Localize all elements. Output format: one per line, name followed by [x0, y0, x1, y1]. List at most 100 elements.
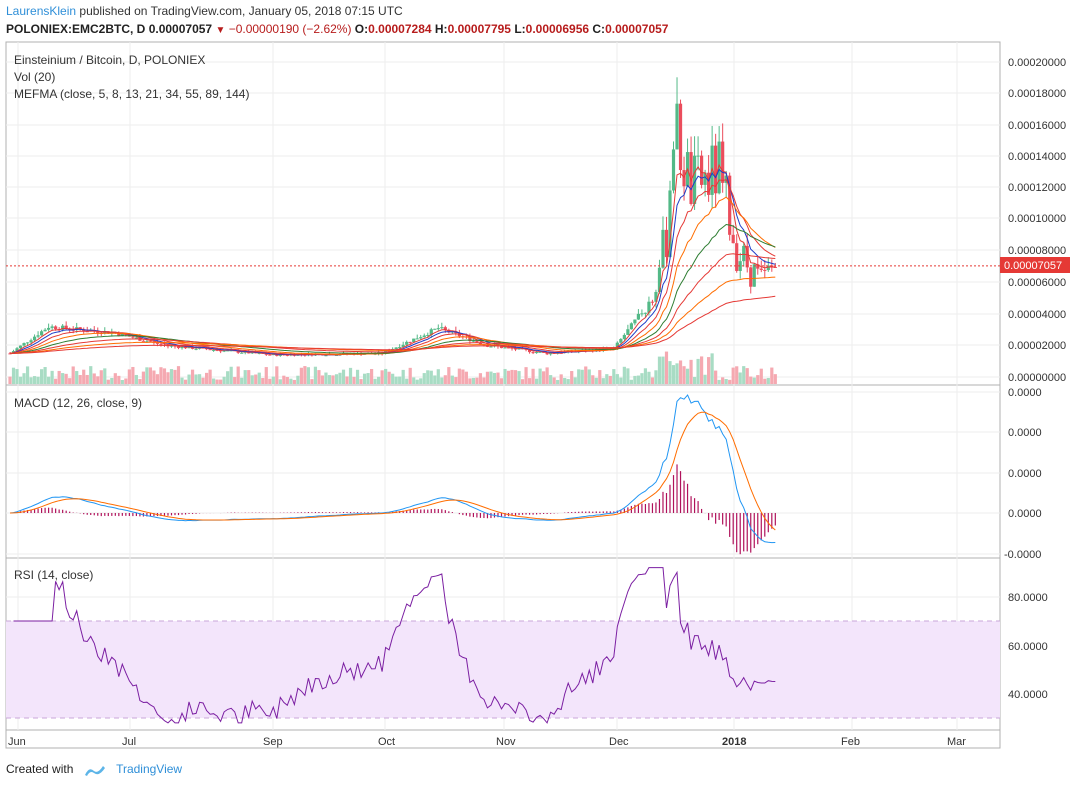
- volume-bar: [728, 379, 732, 384]
- candle-body: [489, 346, 493, 348]
- candle-body: [534, 352, 539, 354]
- volume-bar: [640, 373, 644, 384]
- volume-bar: [106, 379, 110, 384]
- volume-bar: [166, 372, 170, 384]
- candle-body: [426, 334, 430, 336]
- volume-bar: [71, 366, 75, 384]
- high-label: H:: [434, 22, 448, 36]
- price-tick: 0.00000000: [1008, 372, 1066, 384]
- created-with-text: Created with: [6, 762, 74, 776]
- rsi-tick: 60.0000: [1008, 641, 1048, 653]
- volume-bar: [689, 359, 693, 384]
- candle-body: [742, 245, 746, 262]
- volume-bar: [254, 374, 258, 384]
- volume-bar: [714, 370, 718, 384]
- ma-line: [9, 163, 776, 356]
- candle-body: [85, 331, 89, 333]
- volume-bar: [668, 361, 672, 384]
- volume-bar: [503, 368, 507, 384]
- candle-body: [271, 354, 275, 356]
- volume-bar: [61, 373, 65, 384]
- volume-bar: [405, 378, 409, 384]
- volume-bar: [8, 376, 12, 384]
- candle-body: [542, 351, 546, 353]
- candle-body: [531, 352, 535, 354]
- volume-bar: [54, 378, 58, 384]
- candle-body: [664, 229, 669, 258]
- rsi-band: [6, 620, 1000, 719]
- rsi-band-fill: [6, 621, 1000, 718]
- ma-line: [9, 253, 776, 354]
- volume-bar: [699, 356, 704, 384]
- volume-bar: [478, 373, 483, 384]
- volume-bar: [426, 370, 430, 384]
- volume-bar: [419, 378, 423, 384]
- volume-bar: [643, 368, 648, 384]
- candle-body: [169, 345, 174, 347]
- macd-tick: 0.0000: [1008, 468, 1042, 480]
- volume-bar: [64, 373, 68, 384]
- volume-bar: [257, 372, 261, 384]
- volume-bar: [15, 369, 19, 384]
- volume-bar: [749, 376, 753, 384]
- volume-bar: [492, 372, 497, 384]
- volume-bar: [306, 367, 311, 384]
- volume-bar: [18, 376, 23, 384]
- volume-bar: [542, 371, 546, 384]
- rsi-line: [13, 567, 776, 724]
- volume-bar: [570, 371, 574, 384]
- volume-bar: [173, 369, 177, 384]
- volume-bar: [148, 367, 153, 384]
- volume-bar: [534, 378, 539, 384]
- volume-bar: [412, 377, 416, 384]
- candle-body: [633, 319, 637, 324]
- candle-body: [219, 350, 223, 352]
- volume-bar: [268, 378, 272, 384]
- candle-body: [629, 323, 633, 330]
- candle-body: [513, 348, 518, 350]
- candle-body: [545, 352, 549, 355]
- volume-bar: [50, 370, 54, 384]
- candle-body: [766, 265, 770, 271]
- volume-bar: [496, 372, 500, 384]
- volume-bar: [176, 366, 181, 384]
- candle-body: [215, 349, 219, 351]
- macd-legend: MACD (12, 26, close, 9): [14, 396, 143, 410]
- volume-bar: [162, 368, 167, 384]
- candle-body: [503, 347, 507, 349]
- volume-bar: [524, 367, 528, 384]
- volume-bar: [647, 371, 651, 384]
- volume-bar: [250, 375, 254, 384]
- candle-body: [226, 350, 230, 352]
- volume-bar: [229, 366, 233, 384]
- volume-bar: [355, 369, 360, 384]
- volume-bar: [763, 378, 767, 384]
- volume-bar: [320, 375, 325, 384]
- candle-body: [401, 344, 405, 348]
- volume-bar: [468, 378, 472, 384]
- candle-body: [717, 141, 721, 194]
- candle-body: [22, 343, 26, 346]
- candle-body: [236, 350, 240, 353]
- volume-bar: [212, 378, 216, 384]
- tradingview-link[interactable]: TradingView: [116, 762, 183, 776]
- candle-body: [18, 345, 23, 349]
- volume-bar: [573, 377, 577, 384]
- volume-bar: [391, 373, 395, 384]
- chart-canvas[interactable]: 0.00007057 0.00020000 0.00018000 0.00016…: [0, 0, 1076, 760]
- footer: Created with TradingView: [6, 762, 182, 777]
- volume-bar: [756, 375, 760, 384]
- volume-bar: [285, 376, 289, 384]
- candle-body: [145, 341, 149, 343]
- volume-bar: [773, 374, 777, 384]
- candle-body: [710, 145, 714, 195]
- volume-bar: [584, 366, 588, 384]
- volume-bar: [261, 378, 265, 384]
- volume-bar: [159, 367, 163, 384]
- volume-bar: [485, 371, 490, 384]
- author-link[interactable]: LaurensKlein: [6, 4, 77, 18]
- volume-bar: [735, 366, 739, 384]
- volume-bar: [629, 379, 633, 384]
- last-price: 0.00007057: [148, 22, 213, 36]
- volume-bar: [380, 370, 384, 384]
